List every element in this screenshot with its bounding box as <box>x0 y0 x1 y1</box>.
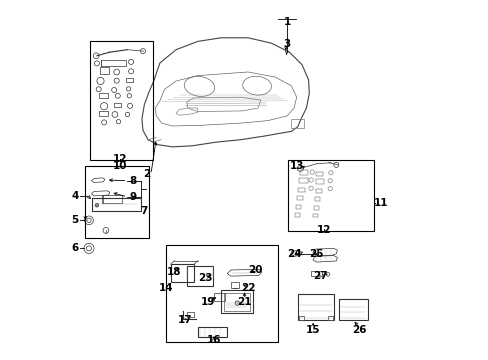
Bar <box>327 316 333 320</box>
Bar <box>186 312 194 317</box>
Text: 1: 1 <box>283 17 290 27</box>
Bar <box>101 60 126 66</box>
Text: 27: 27 <box>312 271 327 282</box>
Bar <box>213 293 224 301</box>
Bar <box>295 205 301 209</box>
Bar <box>223 293 249 311</box>
Bar <box>170 264 194 282</box>
Bar <box>297 188 305 192</box>
Text: 14: 14 <box>159 283 173 293</box>
Text: 5: 5 <box>72 215 79 225</box>
Bar <box>89 41 152 160</box>
Text: 16: 16 <box>206 335 221 345</box>
Text: 20: 20 <box>247 265 262 275</box>
Circle shape <box>235 301 239 305</box>
Bar <box>102 195 122 203</box>
Bar <box>338 299 367 320</box>
Text: 9: 9 <box>129 192 136 202</box>
Text: 4: 4 <box>71 191 79 201</box>
Bar <box>91 198 141 211</box>
Text: 13: 13 <box>289 161 304 171</box>
Bar <box>221 290 252 313</box>
Bar <box>186 266 212 286</box>
Text: 6: 6 <box>72 243 79 253</box>
Text: 7: 7 <box>140 206 147 216</box>
Text: 8: 8 <box>129 176 136 186</box>
Bar <box>294 213 300 217</box>
Bar <box>296 196 303 200</box>
Text: 12: 12 <box>113 154 127 164</box>
Bar <box>313 206 318 210</box>
Circle shape <box>95 203 99 207</box>
Bar <box>99 93 108 98</box>
Bar <box>312 214 318 217</box>
Bar <box>310 271 321 276</box>
Bar <box>315 189 322 193</box>
Text: 25: 25 <box>308 249 323 259</box>
Bar <box>166 245 277 342</box>
Text: 17: 17 <box>178 315 192 325</box>
Bar <box>99 111 107 116</box>
Text: 26: 26 <box>352 325 366 335</box>
Bar <box>314 197 320 201</box>
Bar <box>85 166 149 238</box>
Bar <box>316 172 322 176</box>
Text: 24: 24 <box>287 249 302 259</box>
Bar <box>298 178 307 183</box>
Text: 3: 3 <box>283 39 290 49</box>
Bar <box>298 316 303 320</box>
Bar <box>288 160 373 231</box>
Text: 18: 18 <box>167 267 181 277</box>
Bar <box>114 103 121 107</box>
Bar <box>125 78 133 82</box>
Text: 21: 21 <box>237 297 251 307</box>
Bar <box>230 282 238 288</box>
Bar <box>297 294 334 320</box>
Bar <box>100 67 108 74</box>
Text: 19: 19 <box>201 297 215 307</box>
Text: 11: 11 <box>373 198 388 208</box>
Bar <box>300 170 307 175</box>
Text: 12: 12 <box>316 225 330 235</box>
Text: 23: 23 <box>197 273 212 283</box>
Text: 10: 10 <box>113 161 127 171</box>
Bar <box>291 119 303 128</box>
Text: 22: 22 <box>241 283 255 293</box>
Text: 2: 2 <box>142 169 150 179</box>
Bar <box>316 179 323 184</box>
Bar <box>197 327 227 337</box>
Text: 15: 15 <box>305 325 320 335</box>
